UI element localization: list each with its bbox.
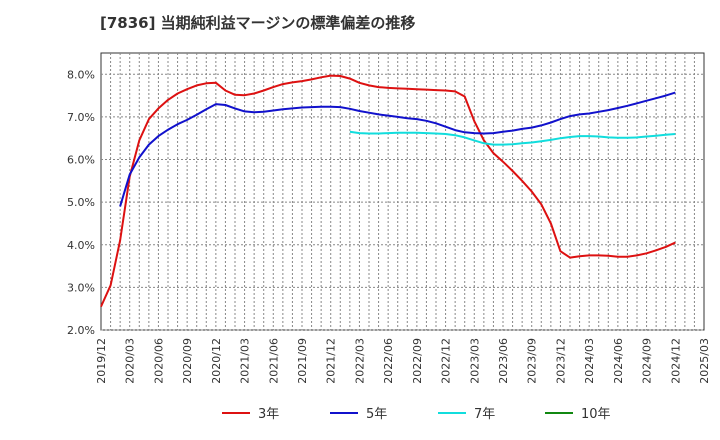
series-line-0: [100, 74, 676, 308]
x-tick-label: 2022/06: [382, 338, 395, 384]
x-tick-label: 2023/06: [497, 338, 510, 384]
x-tick-label: 2021/09: [296, 338, 309, 384]
legend-label-3: 10年: [581, 407, 611, 422]
series-line-1: [119, 91, 676, 207]
chart-title: [7836] 当期純利益マージンの標準偏差の推移: [100, 14, 416, 32]
x-tick-label: 2024/09: [641, 338, 654, 384]
x-tick-label: 2021/12: [325, 338, 338, 384]
series-lines: [100, 74, 676, 308]
legend-label-1: 5年: [366, 407, 387, 422]
x-tick-label: 2020/03: [124, 338, 137, 384]
x-tick-label: 2023/12: [554, 338, 567, 384]
x-tick-label: 2022/12: [440, 338, 453, 384]
plot-area: [100, 52, 705, 331]
x-tick-label: 2022/09: [411, 338, 424, 384]
y-tick-label: 5.0%: [67, 196, 95, 209]
y-tick-label: 4.0%: [67, 239, 95, 252]
series-line-2: [349, 130, 676, 146]
x-tick-label: 2024/03: [583, 338, 596, 384]
y-axis-tick-labels: 2.0% 3.0% 4.0% 5.0% 6.0% 7.0% 8.0%: [67, 68, 95, 337]
x-tick-label: 2024/12: [669, 338, 682, 384]
legend: 3年 5年 7年 10年: [222, 407, 611, 422]
x-tick-label: 2020/12: [210, 338, 223, 384]
x-tick-label: 2020/06: [152, 338, 165, 384]
x-tick-label: 2023/03: [468, 338, 481, 384]
y-tick-label: 8.0%: [67, 68, 95, 81]
y-tick-label: 2.0%: [67, 324, 95, 337]
y-tick-label: 7.0%: [67, 111, 95, 124]
x-tick-label: 2023/09: [526, 338, 539, 384]
y-tick-label: 3.0%: [67, 281, 95, 294]
x-tick-label: 2021/03: [239, 338, 252, 384]
x-tick-label: 2019/12: [95, 338, 108, 384]
x-tick-label: 2021/06: [267, 338, 280, 384]
x-tick-label: 2025/03: [698, 338, 711, 384]
y-tick-label: 6.0%: [67, 154, 95, 167]
x-tick-label: 2022/03: [353, 338, 366, 384]
x-tick-label: 2020/09: [181, 338, 194, 384]
legend-label-2: 7年: [474, 407, 495, 422]
x-tick-label: 2024/06: [612, 338, 625, 384]
legend-label-0: 3年: [258, 407, 279, 422]
x-axis-tick-labels: 2019/12 2020/03 2020/06 2020/09 2020/12 2021/…: [95, 338, 711, 384]
